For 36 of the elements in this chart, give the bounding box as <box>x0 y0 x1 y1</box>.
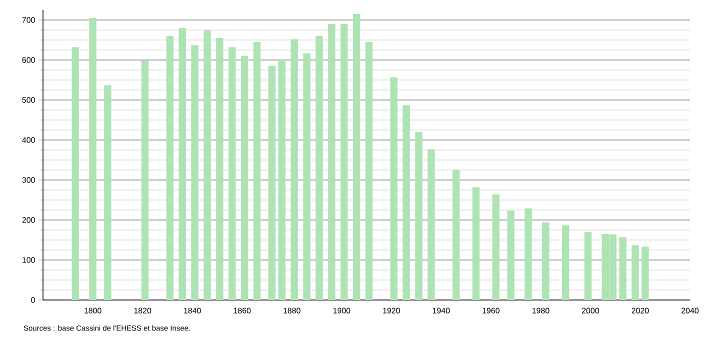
bar <box>191 45 198 300</box>
bar <box>365 42 373 300</box>
bar <box>472 187 480 300</box>
bar <box>542 222 550 300</box>
bar <box>303 53 310 300</box>
bar <box>415 132 422 300</box>
bar <box>352 14 360 300</box>
bar <box>492 194 500 300</box>
bar <box>340 24 348 300</box>
bar <box>642 246 649 300</box>
bar <box>240 56 248 300</box>
bar <box>166 36 174 300</box>
bar <box>104 85 112 300</box>
bar <box>584 232 592 300</box>
bar <box>390 77 398 300</box>
bar <box>524 208 532 300</box>
bar <box>253 42 261 300</box>
bar <box>204 30 211 300</box>
bar <box>72 47 79 300</box>
bar <box>228 47 236 300</box>
bar <box>178 28 186 300</box>
bar <box>428 149 435 300</box>
bar <box>402 105 410 300</box>
bar <box>562 225 570 300</box>
bar <box>268 66 276 300</box>
bar <box>278 60 286 300</box>
bar <box>632 245 639 300</box>
bar <box>619 237 626 300</box>
bar <box>507 210 514 300</box>
bar <box>316 36 323 300</box>
bar <box>290 39 298 300</box>
bar <box>216 38 224 300</box>
bar <box>452 170 460 300</box>
bar <box>328 24 336 300</box>
bar <box>141 60 149 300</box>
bar <box>89 18 96 300</box>
